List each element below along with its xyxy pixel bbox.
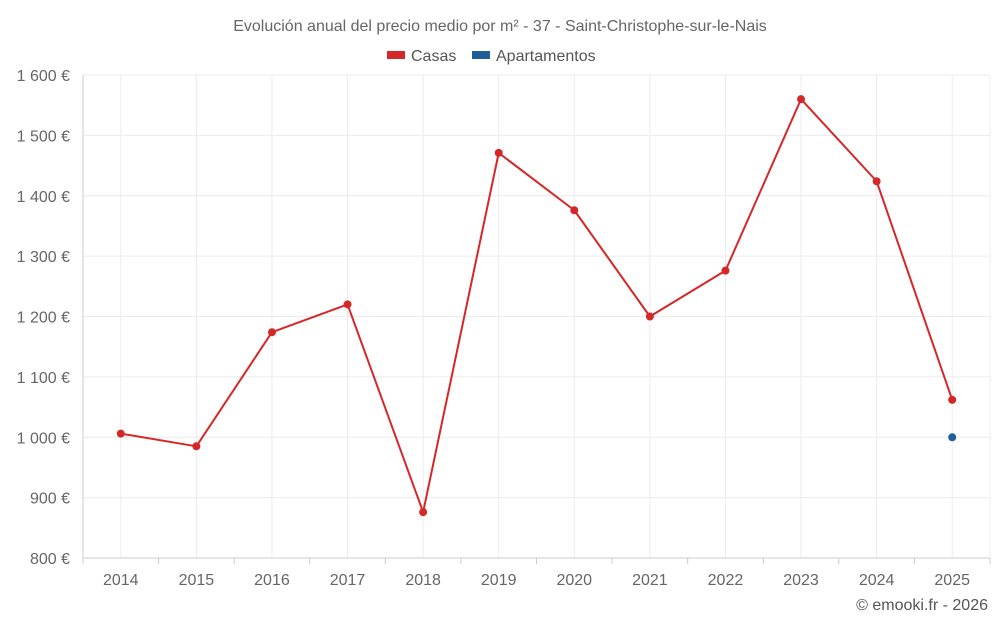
data-point-casas[interactable] <box>116 429 125 438</box>
data-point-casas[interactable] <box>948 395 957 404</box>
x-tick-label: 2017 <box>330 572 366 589</box>
x-tick-label: 2015 <box>179 572 215 589</box>
y-tick-label: 1 300 € <box>17 249 70 266</box>
x-tick-label: 2024 <box>859 572 895 589</box>
y-tick-label: 1 500 € <box>17 128 70 145</box>
x-tick-label: 2014 <box>103 572 139 589</box>
y-tick-label: 1 400 € <box>17 189 70 206</box>
grid-lines <box>83 74 991 558</box>
legend-label-apartamentos[interactable]: Apartamentos <box>496 48 596 65</box>
y-tick-label: 900 € <box>30 491 70 508</box>
credit-text: © emooki.fr - 2026 <box>856 597 988 614</box>
x-tick-label: 2019 <box>481 572 517 589</box>
y-tick-label: 1 200 € <box>17 310 70 327</box>
y-tick-label: 1 600 € <box>17 68 70 85</box>
data-point-casas[interactable] <box>267 328 276 337</box>
x-tick-label: 2025 <box>934 572 970 589</box>
data-point-casas[interactable] <box>797 95 806 104</box>
x-tick-label: 2016 <box>254 572 290 589</box>
legend-swatch-apartamentos <box>472 51 490 59</box>
data-point-casas[interactable] <box>192 442 201 451</box>
chart-legend: Casas Apartamentos <box>387 48 596 65</box>
y-axis-ticks: 800 € 900 € 1 000 € 1 100 € 1 200 € 1 300 € 1 … <box>17 68 70 568</box>
x-tick-label: 2020 <box>556 572 592 589</box>
data-point-casas[interactable] <box>645 312 654 321</box>
data-point-casas[interactable] <box>872 177 881 186</box>
x-axis-ticks: 2014 2015 2016 2017 2018 2019 2020 2021 2022 2023… <box>82 558 991 589</box>
y-tick-label: 1 000 € <box>17 430 70 447</box>
y-tick-label: 800 € <box>30 551 70 568</box>
data-point-apartamentos[interactable] <box>948 433 957 442</box>
data-point-casas[interactable] <box>343 300 352 309</box>
legend-swatch-casas <box>387 51 405 59</box>
y-tick-label: 1 100 € <box>17 370 70 387</box>
x-tick-label: 2021 <box>632 572 668 589</box>
data-point-casas[interactable] <box>494 148 503 157</box>
data-point-casas[interactable] <box>419 508 428 517</box>
data-point-casas[interactable] <box>721 266 730 275</box>
series-line-casas <box>120 98 954 514</box>
data-point-casas[interactable] <box>570 206 579 215</box>
series <box>116 95 957 517</box>
legend-label-casas[interactable]: Casas <box>411 48 456 65</box>
x-tick-label: 2023 <box>783 572 819 589</box>
chart-title: Evolución anual del precio medio por m² … <box>233 18 767 35</box>
x-tick-label: 2022 <box>708 572 744 589</box>
x-tick-label: 2018 <box>405 572 441 589</box>
